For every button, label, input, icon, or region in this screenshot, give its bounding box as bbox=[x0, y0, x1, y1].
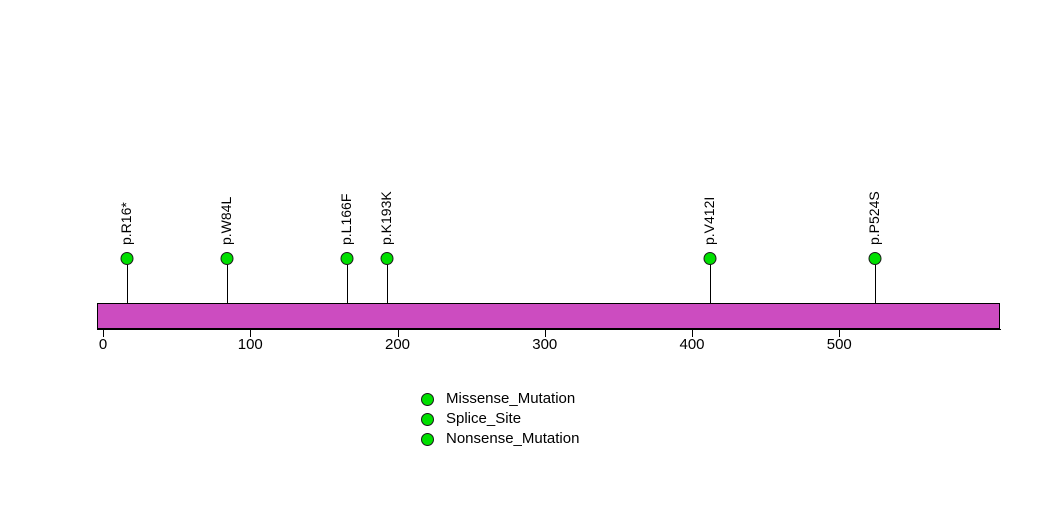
legend-label: Nonsense_Mutation bbox=[446, 430, 580, 447]
lollipop-stem bbox=[127, 258, 128, 329]
lollipop-head[interactable] bbox=[380, 252, 394, 265]
x-axis-line bbox=[97, 329, 1001, 330]
lollipop-head[interactable] bbox=[220, 252, 234, 265]
x-axis-tick bbox=[103, 330, 104, 337]
lollipop-label: p.P524S bbox=[865, 191, 882, 245]
lollipop-stem bbox=[710, 258, 711, 329]
lollipop-stem bbox=[227, 258, 228, 329]
protein-backbone-bar[interactable] bbox=[97, 303, 1000, 329]
legend: Missense_Mutation Splice_Site Nonsense_Mut… bbox=[421, 389, 579, 449]
x-axis-tick bbox=[692, 330, 693, 337]
legend-swatch-circle-icon bbox=[421, 392, 434, 406]
lollipop-stem bbox=[387, 258, 388, 329]
lollipop-label: p.K193K bbox=[378, 191, 395, 245]
x-axis-tick bbox=[544, 330, 546, 337]
lollipop-label: p.R16* bbox=[117, 202, 134, 245]
lollipop-label: p.V412I bbox=[700, 196, 717, 245]
legend-swatch-circle-icon bbox=[421, 412, 434, 426]
x-axis-tick-label: 400 bbox=[679, 336, 705, 353]
lollipop-stem bbox=[347, 258, 348, 329]
legend-label: Splice_Site bbox=[446, 410, 522, 427]
x-axis-tick bbox=[250, 330, 252, 337]
legend-item[interactable]: Splice_Site bbox=[421, 409, 579, 429]
x-axis-tick-label: 200 bbox=[384, 336, 411, 353]
x-axis-tick-label: 0 bbox=[98, 336, 108, 353]
legend-swatch-circle-icon bbox=[421, 432, 434, 446]
x-axis-tick-label: 500 bbox=[826, 336, 852, 353]
lollipop-stem bbox=[875, 258, 876, 329]
legend-item[interactable]: Missense_Mutation bbox=[421, 389, 579, 409]
lollipop-label: p.L166F bbox=[338, 193, 355, 245]
legend-item[interactable]: Nonsense_Mutation bbox=[421, 429, 579, 449]
lollipop-label: p.W84L bbox=[217, 196, 234, 245]
lollipop-head[interactable] bbox=[120, 252, 134, 265]
x-axis-tick-label: 300 bbox=[532, 336, 558, 353]
x-axis-tick bbox=[397, 330, 399, 337]
lollipop-head[interactable] bbox=[868, 252, 882, 265]
lollipop-head[interactable] bbox=[703, 252, 717, 265]
x-axis-tick bbox=[839, 330, 841, 337]
legend-label: Missense_Mutation bbox=[446, 390, 576, 407]
x-axis-tick-label: 100 bbox=[237, 336, 263, 353]
lollipop-head[interactable] bbox=[340, 252, 354, 265]
